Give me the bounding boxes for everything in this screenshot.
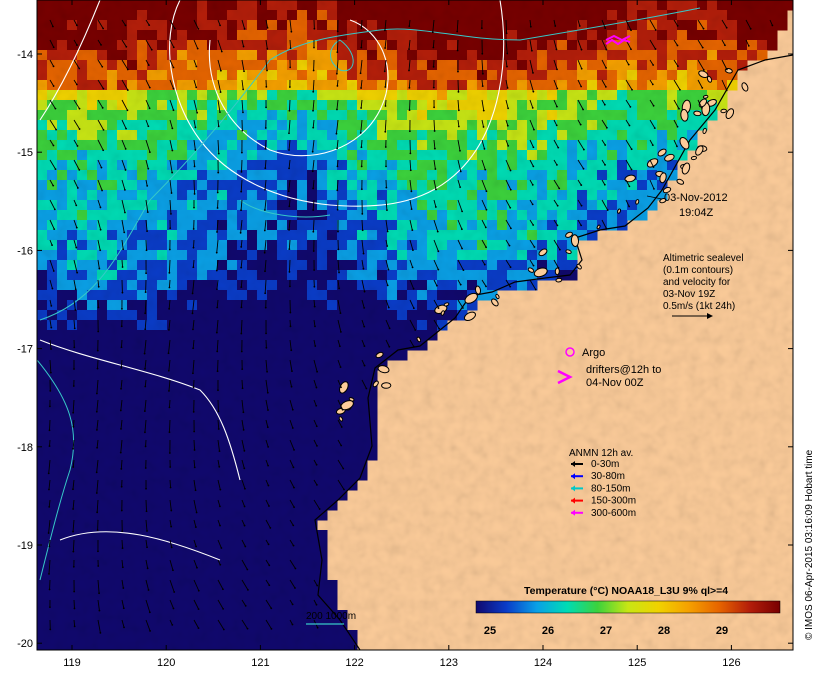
anmn-arrowhead <box>571 497 575 504</box>
y-tick-label: -17 <box>17 344 33 356</box>
time-label: 19:04Z <box>679 207 714 219</box>
altimetry-legend: Altimetric sealevel (0.1m contours) and … <box>663 253 744 319</box>
x-tick-label: 119 <box>63 657 81 669</box>
velocity-vectors <box>47 19 774 634</box>
y-tick-label: -20 <box>17 638 33 650</box>
colorbar-title: Temperature (°C) NOAA18_L3U 9% ql>=4 <box>524 585 728 597</box>
colorbar-tick-label: 25 <box>484 625 496 637</box>
colorbar-tick-label: 26 <box>542 625 554 637</box>
colorbar-tick-label: 27 <box>600 625 612 637</box>
altimetry-line-5: 0.5m/s (1kt 24h) <box>663 301 735 312</box>
plot-frame <box>36 0 794 651</box>
x-axis: 119 120 121 122 123 124 125 126 <box>63 0 741 669</box>
x-tick-label: 121 <box>251 657 269 669</box>
sealevel-contours <box>39 0 505 561</box>
argo-label: Argo <box>582 347 605 359</box>
altimetry-line-4: 03-Nov 19Z <box>663 289 715 300</box>
date-pointer <box>646 195 663 200</box>
colorbar-tick-label: 28 <box>658 625 670 637</box>
credit-text: © IMOS 06-Apr-2015 03:16:09 Hobart time <box>804 449 815 640</box>
x-tick-label: 122 <box>345 657 363 669</box>
altimetry-line-2: (0.1m contours) <box>663 265 733 276</box>
anmn-item-label: 80-150m <box>591 483 630 494</box>
anmn-arrowhead <box>571 485 575 492</box>
argo-legend: Argo <box>565 347 605 359</box>
anmn-item-label: 0-30m <box>591 459 619 470</box>
x-tick-label: 126 <box>722 657 740 669</box>
anmn-arrowhead <box>571 473 575 480</box>
argo-icon <box>565 347 575 357</box>
y-tick-label: -15 <box>17 147 33 159</box>
anmn-item-label: 300-600m <box>591 508 636 519</box>
date-label: 03-Nov-2012 <box>664 192 728 204</box>
anmn-item-label: 150-300m <box>591 496 636 507</box>
y-tick-label: -14 <box>17 49 33 61</box>
x-tick-label: 125 <box>628 657 646 669</box>
y-tick-label: -18 <box>17 442 33 454</box>
x-tick-label: 120 <box>157 657 175 669</box>
colorbar-ticks: 25 26 27 28 29 <box>484 625 728 637</box>
drifter-line-2: 04-Nov 00Z <box>586 377 644 389</box>
y-tick-label: -19 <box>17 540 33 552</box>
depth-legend-label: 200 1000m <box>306 611 356 622</box>
drifter-icon <box>557 369 573 385</box>
drifter-tracks <box>605 34 631 46</box>
x-tick-label: 124 <box>534 657 552 669</box>
anmn-title: ANMN 12h av. <box>569 448 633 459</box>
drifter-line-1: drifters@12h to <box>586 364 661 376</box>
drifter-legend: drifters@12h to 04-Nov 00Z <box>557 364 661 389</box>
altimetry-line-1: Altimetric sealevel <box>663 253 744 264</box>
anmn-item-label: 30-80m <box>591 471 625 482</box>
anmn-arrowhead <box>571 509 575 516</box>
colorbar: Temperature (°C) NOAA18_L3U 9% ql>=4 25 2… <box>475 585 781 637</box>
y-axis: -14 -15 -16 -17 -18 -19 -20 <box>17 49 793 650</box>
colorbar-tick-label: 29 <box>716 625 728 637</box>
coastline <box>314 54 793 650</box>
anmn-arrowhead <box>571 461 575 467</box>
x-tick-label: 123 <box>440 657 458 669</box>
y-tick-label: -16 <box>17 245 33 257</box>
colorbar-bar <box>475 600 781 614</box>
texture-overlay <box>37 0 793 650</box>
altimetry-line-3: and velocity for <box>663 277 731 288</box>
